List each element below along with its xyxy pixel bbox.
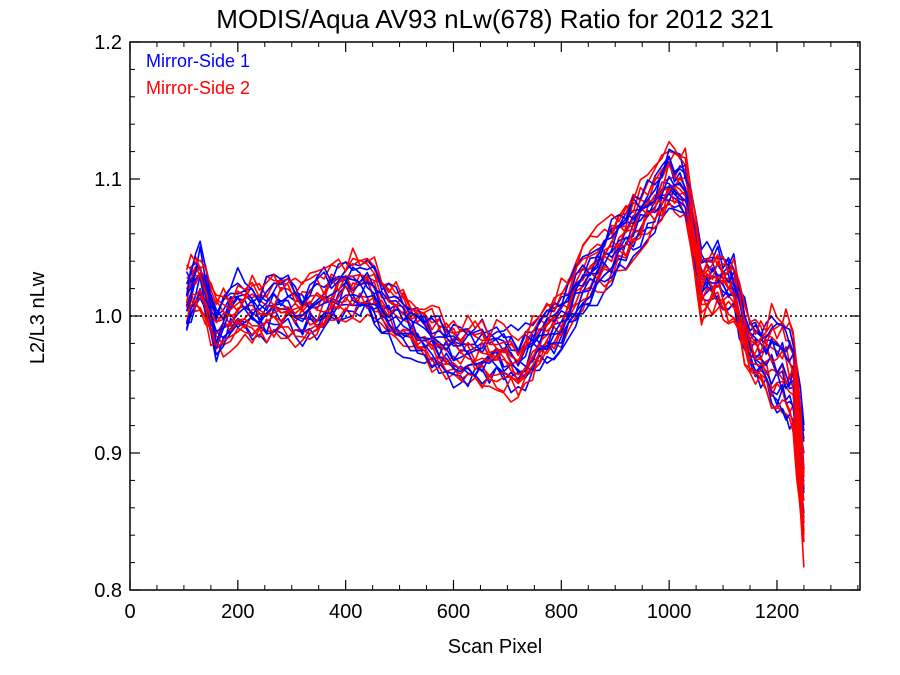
y-tick-label: 1.0	[94, 306, 122, 328]
y-tick-label: 0.8	[94, 580, 122, 602]
series-line-2	[185, 187, 805, 535]
x-tick-label: 400	[329, 601, 362, 623]
series-line-1	[185, 207, 805, 514]
y-tick-label: 0.9	[94, 443, 122, 465]
y-tick-label: 1.2	[94, 32, 122, 54]
legend: Mirror-Side 1 Mirror-Side 2	[146, 51, 250, 98]
x-axis-label: Scan Pixel	[448, 636, 543, 658]
series-line-1	[185, 155, 805, 439]
series-line-1	[185, 186, 805, 467]
series-line-2	[186, 198, 805, 543]
series-line-2	[185, 201, 805, 568]
series-line-2	[185, 161, 805, 487]
ticks-layer: 0 200 400 600 800 1000 1200 0.8 0.9 1.0 1.1 1.2	[94, 32, 860, 623]
y-axis-label: L2/L3 nLw	[27, 271, 49, 364]
series-line-2	[185, 140, 805, 470]
legend-entry: Mirror-Side 2	[146, 78, 250, 98]
x-tick-label: 1200	[755, 601, 800, 623]
x-tick-label: 0	[124, 601, 135, 623]
series-line-1	[185, 181, 805, 470]
x-tick-label: 1000	[647, 601, 692, 623]
series-line-1	[185, 188, 805, 494]
series-line-1	[185, 193, 805, 482]
series-layer	[185, 140, 805, 568]
series-line-2	[186, 164, 805, 478]
x-tick-label: 200	[221, 601, 254, 623]
series-line-1	[185, 148, 805, 426]
chart-title: MODIS/Aqua AV93 nLw(678) Ratio for 2012 …	[216, 4, 773, 34]
legend-entry: Mirror-Side 1	[146, 51, 250, 71]
x-tick-label: 600	[437, 601, 470, 623]
y-tick-label: 1.1	[94, 169, 122, 191]
x-tick-label: 800	[545, 601, 578, 623]
